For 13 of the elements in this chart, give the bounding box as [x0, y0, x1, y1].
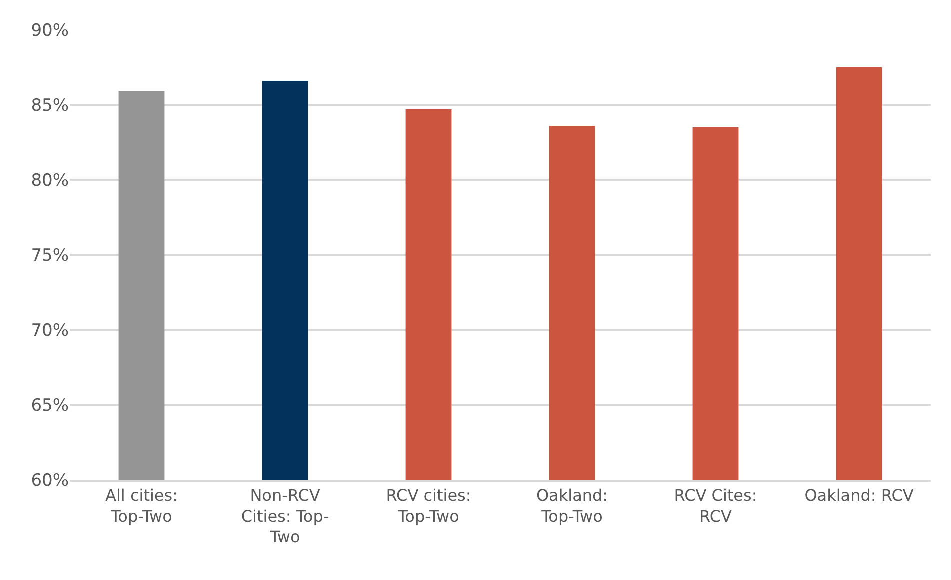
y-tick-label: 65% — [31, 396, 69, 416]
y-tick-label: 80% — [31, 170, 69, 191]
x-tick-label: Oakland: Top-Two — [536, 486, 608, 526]
x-tick-label: RCV cities: Top-Two — [386, 486, 472, 526]
y-tick-label: 70% — [31, 320, 69, 341]
x-tick-label: RCV Cites: RCV — [674, 486, 758, 526]
x-tick-label: Non-RCV Cities: Top-Two — [241, 486, 330, 547]
y-tick-label: 90% — [31, 20, 69, 41]
y-tick-label: 85% — [31, 96, 69, 116]
x-tick-label: All cities: Top-Two — [106, 486, 178, 526]
y-tick-label: 75% — [31, 246, 69, 266]
x-tick-label: Oakland: RCV — [804, 486, 914, 505]
y-tick-label: 60% — [31, 470, 69, 491]
